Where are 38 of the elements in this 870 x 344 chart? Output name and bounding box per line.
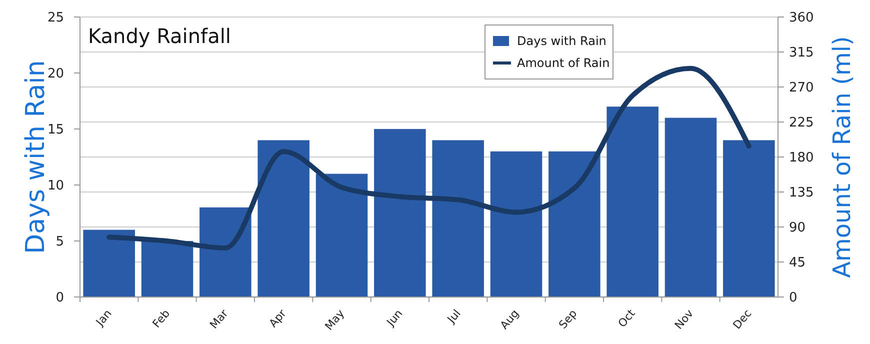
bar bbox=[664, 118, 717, 297]
y2-tick-label: 90 bbox=[789, 220, 806, 236]
y-tick-label: 10 bbox=[47, 178, 64, 194]
bar bbox=[141, 241, 194, 297]
bar bbox=[723, 140, 775, 297]
y-tick-label: 20 bbox=[47, 66, 64, 82]
legend-label: Days with Rain bbox=[517, 34, 606, 48]
x-tick-label: Feb bbox=[150, 307, 173, 330]
y2-tick-label: 180 bbox=[789, 150, 814, 166]
bar bbox=[432, 140, 484, 297]
y2-axis-title: Amount of Rain (ml) bbox=[828, 36, 856, 278]
y2-tick-label: 0 bbox=[789, 290, 798, 306]
y2-tick-label: 135 bbox=[789, 186, 814, 201]
bar bbox=[606, 106, 658, 297]
chart-title: Kandy Rainfall bbox=[88, 24, 231, 48]
x-tick-label: Oct bbox=[616, 306, 638, 330]
y2-tick-label: 225 bbox=[789, 116, 814, 131]
y-tick-label: 0 bbox=[56, 290, 64, 306]
bar bbox=[200, 207, 252, 297]
bar bbox=[490, 151, 542, 297]
x-tick-label: Jan bbox=[92, 307, 114, 330]
bar bbox=[316, 174, 368, 297]
legend-label: Amount of Rain bbox=[517, 56, 610, 70]
y2-tick-label: 270 bbox=[789, 80, 814, 96]
x-tick-label: Apr bbox=[266, 306, 290, 330]
bar bbox=[258, 140, 310, 297]
bar bbox=[548, 151, 600, 297]
x-tick-label: Jun bbox=[384, 307, 406, 330]
y-tick-label: 5 bbox=[56, 234, 64, 250]
x-tick-label: Jul bbox=[444, 307, 464, 326]
bar bbox=[374, 129, 426, 297]
y2-tick-label: 360 bbox=[789, 10, 814, 26]
x-tick-label: Sep bbox=[556, 307, 580, 332]
bar bbox=[83, 230, 135, 297]
y2-tick-label: 315 bbox=[789, 46, 814, 61]
y2-tick-label: 45 bbox=[789, 256, 806, 271]
y-tick-label: 15 bbox=[47, 122, 64, 138]
y-tick-label: 25 bbox=[47, 10, 64, 26]
